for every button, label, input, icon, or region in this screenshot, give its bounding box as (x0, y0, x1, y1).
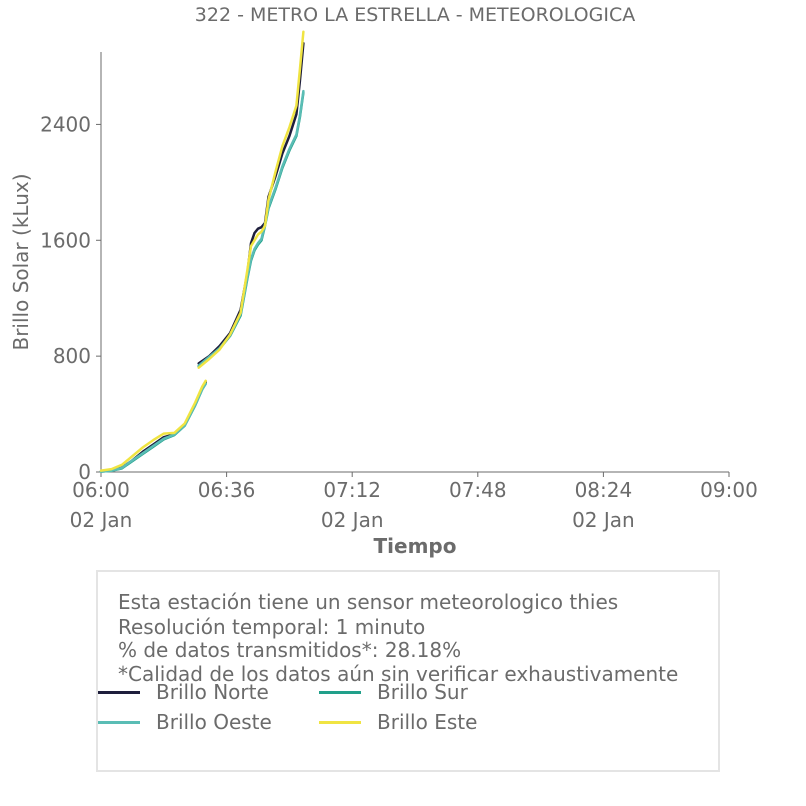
y-axis-label: Brillo Solar (kLux) (9, 173, 33, 350)
y-tick-label: 1600 (40, 228, 91, 252)
x-tick-label: 06:00 (72, 478, 130, 502)
legend-item-este: Brillo Este (319, 710, 477, 734)
x-tick-label: 09:00 (700, 478, 758, 502)
legend-label-norte: Brillo Norte (156, 680, 269, 704)
series-line-brillo-este (197, 30, 305, 369)
legend-swatch-este (319, 720, 361, 724)
info-sensor-text: Esta estación tiene un sensor meteorolog… (118, 590, 619, 614)
legend-swatch-sur (319, 690, 361, 694)
series-line-brillo-oeste (99, 382, 207, 473)
legend-item-oeste: Brillo Oeste (98, 710, 272, 734)
legend-item-sur: Brillo Sur (319, 680, 468, 704)
x-tick-date-label: 02 Jan (321, 508, 384, 532)
legend-swatch-norte (98, 690, 140, 694)
legend-label-oeste: Brillo Oeste (156, 710, 272, 734)
series-line-brillo-este (99, 379, 207, 472)
series-group (99, 30, 305, 473)
series-line-brillo-sur (99, 382, 207, 473)
info-box: Esta estación tiene un sensor meteorolog… (96, 570, 720, 772)
y-tick-label: 800 (53, 344, 91, 368)
y-tick-label: 0 (78, 460, 91, 484)
chart-title: 322 - METRO LA ESTRELLA - METEOROLOGICA (195, 4, 635, 26)
x-tick-group: 06:00 02 Jan 06:36 07:12 02 Jan 07:48 08:24 02 … (70, 472, 758, 532)
legend-label-este: Brillo Este (377, 710, 478, 734)
series-line-brillo-norte (99, 380, 207, 473)
x-tick-date-label: 02 Jan (572, 508, 635, 532)
legend-item-norte: Brillo Norte (98, 680, 269, 704)
x-tick-label: 08:24 (575, 478, 633, 502)
x-tick-date-label: 02 Jan (70, 508, 133, 532)
legend-label-sur: Brillo Sur (377, 680, 468, 704)
x-tick-label: 06:36 (198, 478, 256, 502)
x-axis-label: Tiempo (374, 534, 457, 558)
x-tick-label: 07:12 (323, 478, 381, 502)
series-line-brillo-norte (197, 42, 305, 365)
y-tick-group: 0 800 1600 2400 (40, 112, 101, 484)
x-tick-label: 07:48 (449, 478, 507, 502)
info-quality-note: *Calidad de los datos aún sin verificar … (118, 662, 679, 686)
line-chart: 322 - METRO LA ESTRELLA - METEOROLOGICA … (9, 4, 758, 558)
info-transmitted-text: % de datos transmitidos*: 28.18% (118, 638, 462, 662)
legend-swatch-oeste (98, 720, 140, 724)
y-tick-label: 2400 (40, 112, 91, 136)
info-resolution-text: Resolución temporal: 1 minuto (118, 615, 426, 639)
